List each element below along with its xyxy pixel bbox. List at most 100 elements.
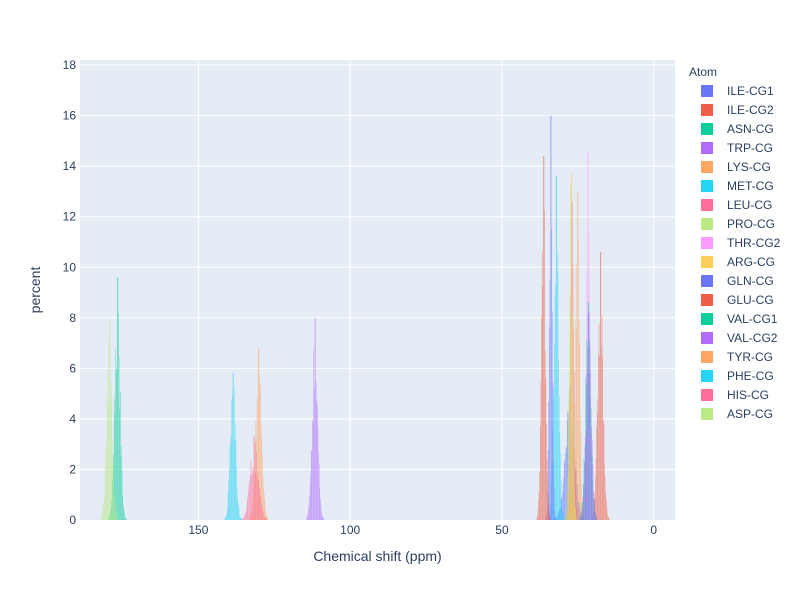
histogram-bar [596, 518, 598, 520]
series-arg-cg [566, 173, 577, 520]
histogram-bar [233, 373, 234, 520]
histogram-bar [117, 518, 119, 520]
histogram-bar [606, 508, 608, 520]
histogram-bar [593, 498, 595, 520]
histogram-bar [566, 493, 568, 520]
histogram-bar [558, 360, 559, 520]
legend-swatch [701, 351, 713, 363]
y-tick-label: 16 [63, 109, 77, 123]
histogram-bar [262, 512, 264, 520]
histogram-bar [313, 389, 315, 520]
histogram-bar [567, 509, 568, 520]
histogram-bar [246, 507, 247, 520]
histogram-bar [595, 458, 597, 520]
histogram-bar [549, 279, 551, 520]
histogram-bar [580, 414, 581, 520]
histogram-bar [263, 513, 264, 520]
histogram-bar [267, 518, 269, 520]
histogram-bar [117, 277, 119, 520]
histogram-bar [109, 320, 111, 520]
histogram-bar [113, 398, 115, 520]
histogram-bar [243, 517, 244, 520]
histogram-bar [116, 514, 117, 520]
histogram-bar [538, 499, 539, 520]
histogram-bar [544, 209, 545, 520]
histogram-bar [102, 510, 104, 520]
legend-item-label: ILE-CG2 [727, 103, 774, 117]
histogram-bar [236, 467, 237, 520]
histogram-bar [607, 514, 608, 520]
histogram-bar [569, 390, 571, 520]
histogram-bar [595, 478, 596, 520]
legend-item-label: TRP-CG [727, 141, 773, 155]
histogram-bar [265, 518, 267, 520]
histogram-bar [125, 518, 127, 520]
histogram-bar [228, 480, 229, 520]
legend-swatch [701, 85, 713, 97]
histogram-bar [307, 515, 308, 520]
histogram-bar [552, 382, 554, 520]
histogram-bar [231, 399, 233, 520]
histogram-bar [263, 487, 264, 520]
histogram-bar [585, 428, 587, 520]
histogram-bar [242, 518, 243, 520]
legend-item-label: ILE-CG1 [727, 84, 774, 98]
histogram-bar [589, 339, 591, 520]
histogram-bar [537, 509, 539, 520]
histogram-bar [590, 434, 592, 520]
histogram-bar [545, 378, 547, 520]
histogram-bar [318, 452, 319, 520]
histogram-bar [555, 176, 557, 520]
histogram-bar [571, 173, 573, 520]
histogram-bar [558, 396, 560, 520]
histogram-bar [599, 356, 600, 520]
histogram-bar [572, 332, 574, 520]
histogram-bar [111, 395, 113, 520]
histogram-bar [256, 474, 258, 520]
histogram-bar [591, 426, 593, 520]
histogram-bar [258, 480, 260, 520]
histogram-bar [567, 425, 569, 520]
histogram-bar [544, 350, 546, 520]
histogram-bar [539, 472, 541, 520]
histogram-bar [315, 381, 317, 520]
histogram-bar [321, 512, 322, 520]
histogram-bar [123, 506, 124, 520]
histogram-bar [260, 383, 261, 520]
histogram-bar [115, 504, 116, 520]
legend-swatch [701, 370, 713, 382]
histogram-bar [313, 348, 314, 520]
histogram-bar [227, 492, 229, 520]
histogram-bar [575, 467, 576, 520]
histogram-bar [552, 311, 553, 520]
histogram-bar [560, 452, 561, 520]
histogram-bar [560, 480, 562, 520]
histogram-bar [550, 115, 552, 520]
histogram-bar [106, 394, 108, 520]
histogram-bar [115, 372, 117, 520]
histogram-bar [242, 518, 244, 520]
histogram-bar [563, 515, 564, 520]
histogram-bar [109, 320, 110, 520]
histogram-bar [224, 518, 226, 520]
histogram-bar [251, 474, 252, 520]
legend-item-label: ARG-CG [727, 255, 775, 269]
histogram-bar [248, 484, 250, 520]
histogram-bar [263, 493, 265, 520]
histogram-bar [588, 312, 590, 520]
histogram-bar [252, 473, 253, 520]
legend-item-label: LEU-CG [727, 198, 772, 212]
histogram-bar [252, 469, 254, 520]
histogram-bar [587, 373, 588, 520]
histogram-bar [314, 317, 316, 520]
histogram-bar [566, 508, 567, 520]
histogram-bar [110, 380, 112, 520]
y-tick-label: 8 [69, 311, 76, 325]
histogram-bar [553, 459, 554, 520]
histogram-bar [106, 443, 107, 520]
histogram-bar [590, 371, 591, 520]
histogram-bar [225, 514, 227, 520]
histogram-bar [578, 319, 580, 520]
histogram-bar [224, 519, 225, 520]
